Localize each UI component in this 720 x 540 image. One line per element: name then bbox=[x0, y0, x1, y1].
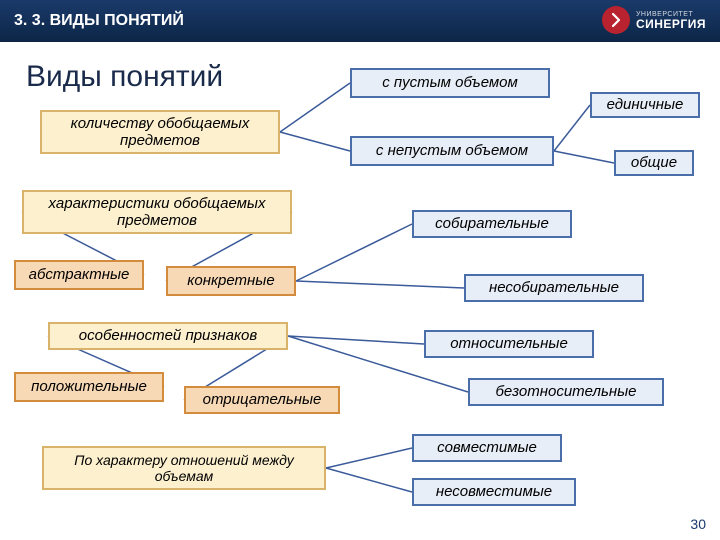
node-quant: количеству обобщаемых предметов bbox=[40, 110, 280, 154]
page-number: 30 bbox=[690, 516, 706, 532]
node-nonempty: с непустым объемом bbox=[350, 136, 554, 166]
header-section-title: 3. 3. ВИДЫ ПОНЯТИЙ bbox=[14, 12, 184, 30]
node-charact: характеристики обобщаемых предметов bbox=[22, 190, 292, 234]
slide-title: Виды понятий bbox=[26, 60, 223, 94]
brand-top: УНИВЕРСИТЕТ bbox=[636, 11, 706, 18]
edge-relchar-incompat bbox=[326, 468, 412, 492]
node-features: особенностей признаков bbox=[48, 322, 288, 350]
edge-concrete-noncollect bbox=[296, 281, 464, 288]
edge-quant-empty bbox=[280, 83, 350, 132]
node-single: единичные bbox=[590, 92, 700, 118]
slide-header: 3. 3. ВИДЫ ПОНЯТИЙ УНИВЕРСИТЕТ СИНЕРГИЯ bbox=[0, 0, 720, 42]
edge-concrete-collect bbox=[296, 224, 412, 281]
edge-nonempty-single bbox=[554, 105, 590, 151]
brand-main: СИНЕРГИЯ bbox=[636, 18, 706, 30]
node-empty: с пустым объемом bbox=[350, 68, 550, 98]
node-compat: совместимые bbox=[412, 434, 562, 462]
edge-features-relative bbox=[288, 336, 424, 344]
node-abstract: абстрактные bbox=[14, 260, 144, 290]
logo-icon bbox=[602, 6, 630, 34]
brand-text: УНИВЕРСИТЕТ СИНЕРГИЯ bbox=[636, 11, 706, 30]
brand-logo: УНИВЕРСИТЕТ СИНЕРГИЯ bbox=[602, 6, 706, 34]
node-negative: отрицательные bbox=[184, 386, 340, 414]
diagram-stage: Виды понятий 30 количеству обобщаемых пр… bbox=[0, 42, 720, 540]
node-absolute: безотносительные bbox=[468, 378, 664, 406]
node-collect: собирательные bbox=[412, 210, 572, 238]
node-relchar: По характеру отношений между объемам bbox=[42, 446, 326, 490]
node-incompat: несовместимые bbox=[412, 478, 576, 506]
edge-relchar-compat bbox=[326, 448, 412, 468]
node-relative: относительные bbox=[424, 330, 594, 358]
node-general: общие bbox=[614, 150, 694, 176]
node-noncollect: несобирательные bbox=[464, 274, 644, 302]
node-concrete: конкретные bbox=[166, 266, 296, 296]
edge-nonempty-general bbox=[554, 151, 614, 163]
node-positive: положительные bbox=[14, 372, 164, 402]
edge-quant-nonempty bbox=[280, 132, 350, 151]
